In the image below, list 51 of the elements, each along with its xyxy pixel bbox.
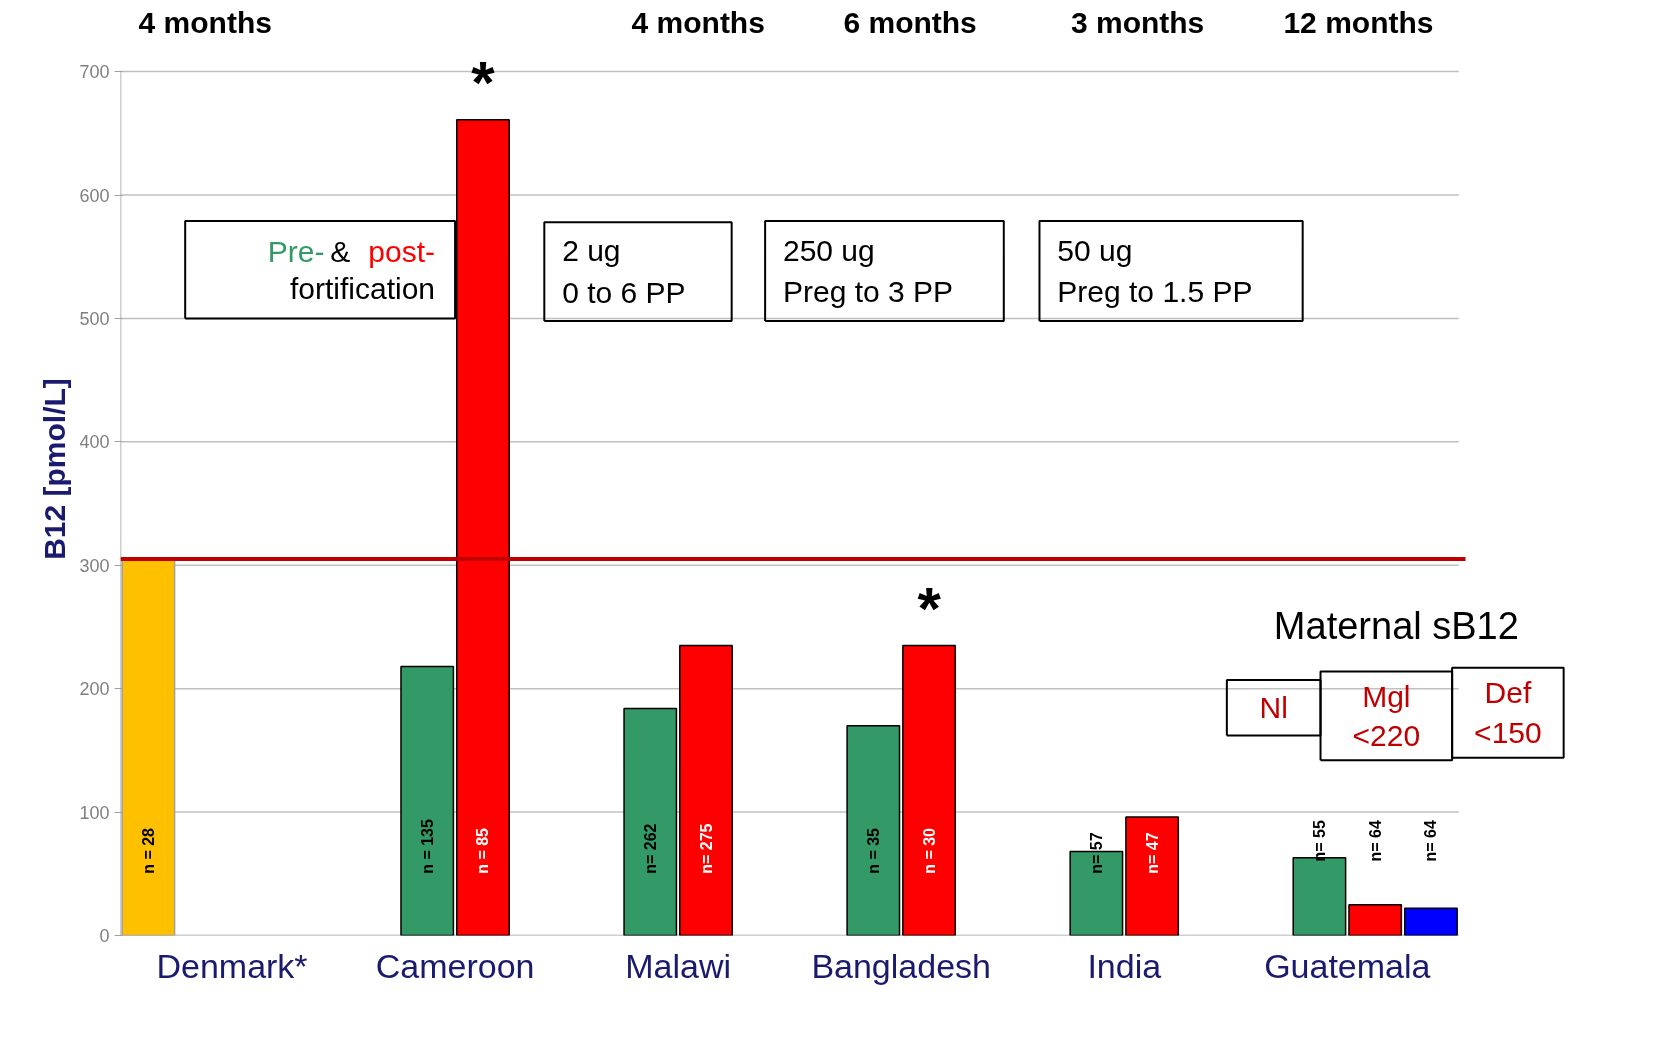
x-tick-label: Denmark* — [156, 946, 308, 985]
y-tick-label: 500 — [79, 308, 110, 329]
bar — [1125, 816, 1180, 936]
annotation: 250 ug Preg to 3 PP — [782, 233, 954, 309]
bar — [1348, 903, 1403, 936]
annotation: n = 30 — [920, 827, 938, 874]
bar — [902, 644, 957, 936]
x-tick-label: Bangladesh — [811, 946, 991, 985]
x-tick-label: India — [1087, 946, 1162, 985]
annotation: n= 262 — [641, 823, 659, 874]
annotation: n= 47 — [1143, 832, 1161, 874]
annotation: n= 57 — [1087, 832, 1105, 874]
annotation: * — [471, 49, 496, 117]
annotation: n = 35 — [864, 827, 882, 874]
bar — [679, 644, 733, 936]
y-tick-label: 700 — [79, 62, 110, 83]
x-tick-label: Cameroon — [375, 946, 535, 985]
annotation: Mgl <220 — [1352, 679, 1421, 753]
x-tick-label: Guatemala — [1264, 946, 1431, 985]
annotation: n= 55 — [1310, 820, 1328, 862]
bar — [1069, 850, 1124, 936]
y-tick-label: 100 — [79, 802, 110, 823]
x-tick-label: Malawi — [625, 946, 732, 985]
annotation: n = 85 — [474, 827, 492, 874]
annotation: * — [917, 574, 942, 642]
annotation: n= 275 — [697, 823, 715, 874]
text: 4 months — [138, 5, 272, 39]
bar — [400, 665, 455, 936]
y-tick-label: 400 — [79, 432, 110, 453]
y-tick-label: 0 — [99, 926, 110, 946]
annotation: 50 ug Preg to 1.5 PP — [1057, 233, 1253, 309]
annotation: Pre- & post-fortification — [267, 234, 436, 305]
annotation: n = 28 — [139, 827, 157, 874]
bar — [1403, 907, 1458, 936]
annotation: n= 64 — [1366, 820, 1384, 862]
text: 12 months — [1283, 5, 1434, 39]
text: 3 months — [1070, 5, 1205, 39]
y-tick-label: 200 — [79, 679, 110, 700]
annotation: n= 64 — [1422, 820, 1440, 862]
bar — [623, 707, 678, 936]
text: 6 months — [843, 5, 977, 39]
annotation: Maternal sB12 — [1273, 604, 1519, 647]
annotation: n = 135 — [418, 819, 436, 874]
bar — [846, 724, 901, 936]
text: 4 months — [631, 5, 765, 39]
y-tick-label: 600 — [79, 185, 110, 206]
y-tick-label: 300 — [79, 555, 110, 576]
annotation: Nl — [1259, 691, 1288, 725]
text: Def <150 — [1474, 676, 1542, 750]
y-axis-title: B12 [pmol/L] — [38, 378, 72, 560]
annotation: 2 ug 0 to 6 PP — [562, 234, 686, 309]
